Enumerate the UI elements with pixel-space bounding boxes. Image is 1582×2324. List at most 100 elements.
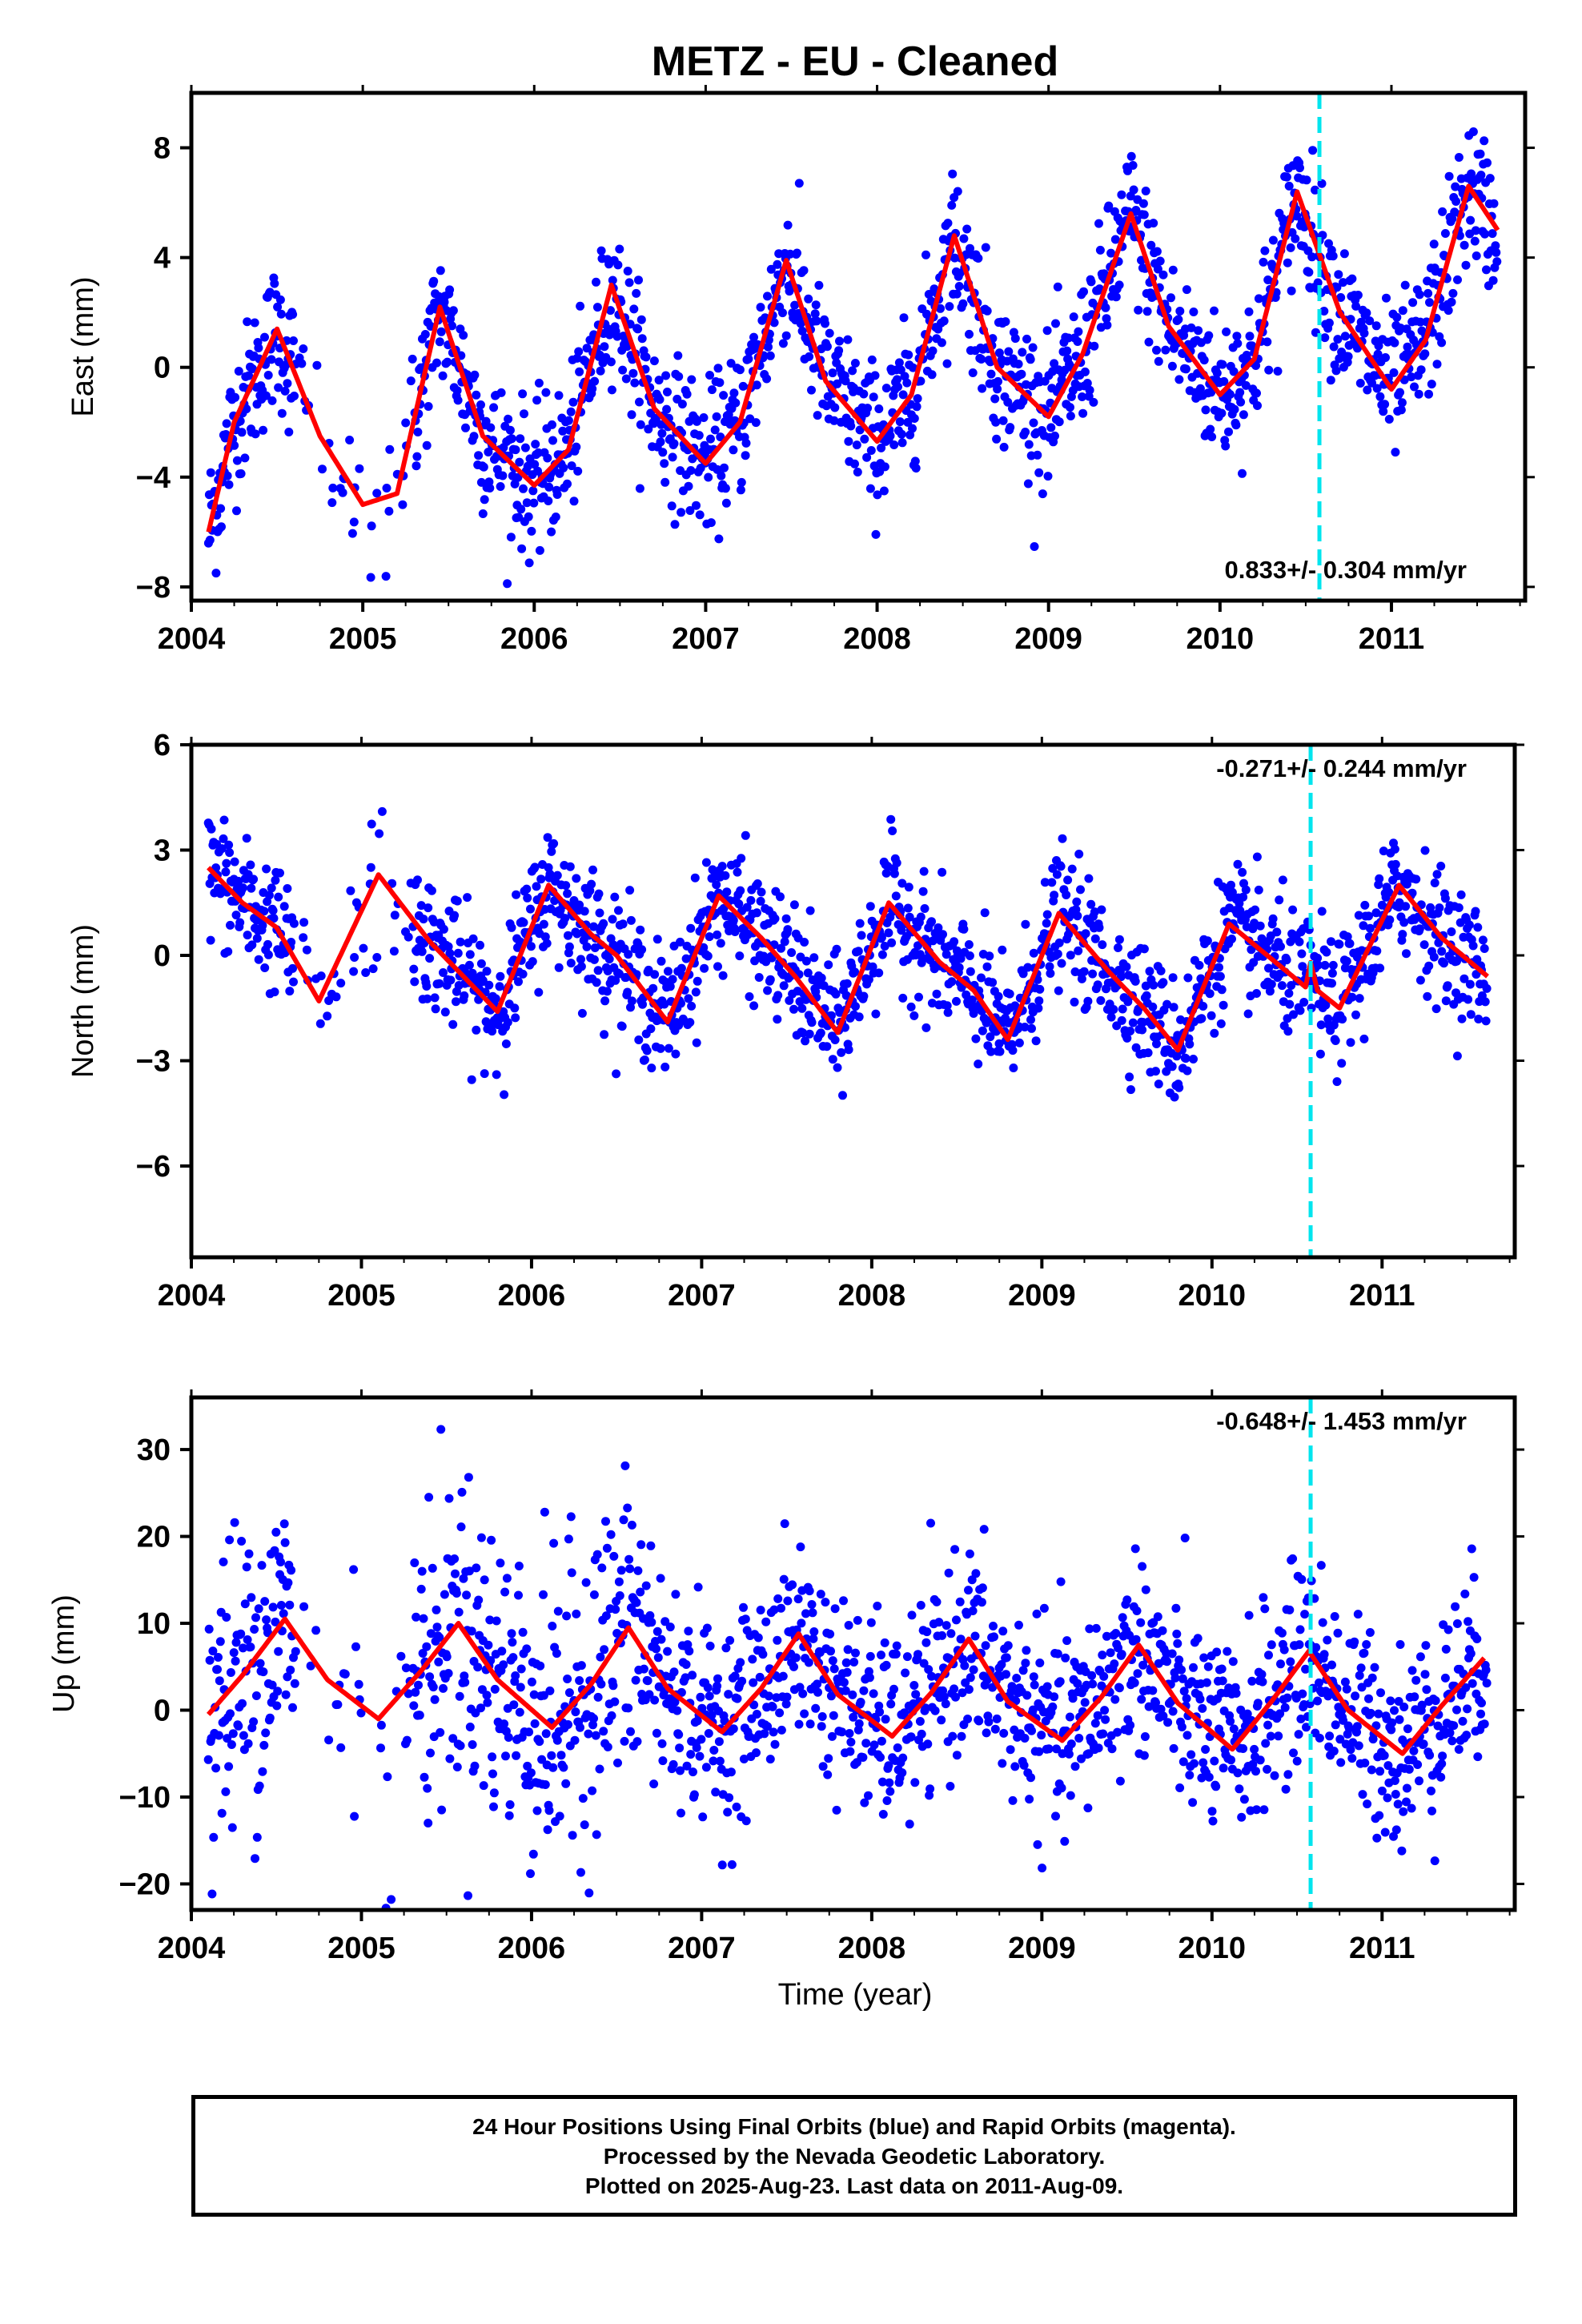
data-point [882, 1796, 892, 1805]
data-point [956, 1634, 966, 1644]
data-point [1365, 923, 1375, 933]
data-point [1149, 219, 1158, 228]
data-point [1189, 1055, 1198, 1063]
data-point [783, 925, 793, 935]
data-point [231, 1638, 241, 1647]
data-point [1113, 1727, 1122, 1737]
data-point [496, 1558, 505, 1568]
data-point [1379, 1751, 1389, 1760]
data-point [472, 1025, 481, 1035]
y-tick-label: 6 [154, 729, 171, 762]
data-point [489, 1802, 498, 1811]
data-point [713, 962, 722, 971]
data-point [869, 1689, 878, 1699]
data-point [440, 1007, 450, 1017]
data-point [737, 477, 746, 487]
data-point [830, 403, 840, 412]
data-point [1301, 1664, 1311, 1674]
data-point [781, 914, 791, 923]
data-point [460, 1678, 470, 1687]
data-point [219, 1557, 228, 1566]
data-point [769, 318, 779, 328]
data-point [1066, 1791, 1075, 1800]
data-point [496, 482, 505, 491]
data-point [1088, 1679, 1098, 1689]
data-point [631, 1675, 640, 1685]
data-point [1093, 1711, 1102, 1720]
data-point [800, 938, 809, 947]
data-point [1051, 319, 1060, 328]
data-point [224, 840, 234, 850]
data-point [490, 1684, 500, 1694]
data-point [372, 953, 382, 962]
data-point [660, 999, 669, 1009]
data-point [1473, 923, 1483, 932]
data-point [436, 1425, 446, 1434]
data-point [950, 1545, 960, 1554]
data-point [919, 1659, 929, 1668]
data-point [1235, 388, 1245, 397]
data-point [297, 359, 307, 368]
data-point [225, 1535, 235, 1545]
data-point [514, 513, 524, 522]
data-point [280, 386, 290, 396]
data-point [657, 1739, 667, 1748]
data-point [492, 1616, 501, 1626]
data-point [1045, 962, 1054, 971]
data-point [641, 1581, 651, 1590]
data-point [547, 846, 556, 856]
data-point [841, 991, 851, 1000]
data-point [681, 954, 691, 963]
data-point [1413, 1760, 1423, 1769]
data-point [967, 1575, 977, 1585]
data-point [779, 981, 789, 991]
data-point [848, 366, 857, 376]
data-point [262, 864, 271, 874]
data-point [1380, 400, 1390, 409]
data-point [715, 1756, 725, 1766]
data-point [881, 384, 891, 393]
data-point [1195, 960, 1204, 970]
data-point [424, 903, 433, 913]
data-point [821, 1598, 830, 1607]
data-point [1139, 944, 1149, 954]
data-point [761, 1617, 771, 1626]
data-point [1452, 1051, 1462, 1061]
data-point [1109, 1005, 1118, 1014]
data-point [1058, 834, 1067, 843]
data-point [981, 1641, 990, 1651]
data-point [443, 357, 452, 367]
data-point [1336, 1758, 1346, 1767]
data-point [677, 400, 687, 409]
data-point [674, 372, 684, 381]
data-point [1131, 1634, 1141, 1644]
data-point [1429, 952, 1439, 962]
data-point [737, 1676, 747, 1686]
data-point [1284, 181, 1294, 191]
data-point [1392, 312, 1402, 322]
x-tick-label: 2011 [1349, 1932, 1415, 1965]
data-point [756, 896, 765, 906]
data-point [1106, 248, 1116, 258]
data-point [254, 344, 263, 352]
data-point [1253, 1699, 1263, 1708]
data-point [632, 1737, 642, 1747]
data-point [1177, 1665, 1186, 1675]
data-point [1080, 367, 1090, 376]
data-point [552, 870, 562, 880]
data-point [633, 1566, 643, 1575]
data-point [741, 438, 751, 448]
data-point [522, 498, 532, 508]
data-point [807, 385, 816, 395]
data-point [552, 490, 562, 499]
data-point [1022, 1691, 1032, 1700]
data-point [1480, 1719, 1489, 1729]
data-point [1399, 918, 1409, 927]
data-point [1114, 935, 1124, 944]
data-point [955, 1597, 965, 1606]
data-point [627, 1520, 636, 1530]
data-point [1151, 1067, 1160, 1076]
data-point [244, 371, 254, 380]
data-point [668, 975, 677, 984]
data-point [1239, 892, 1248, 902]
